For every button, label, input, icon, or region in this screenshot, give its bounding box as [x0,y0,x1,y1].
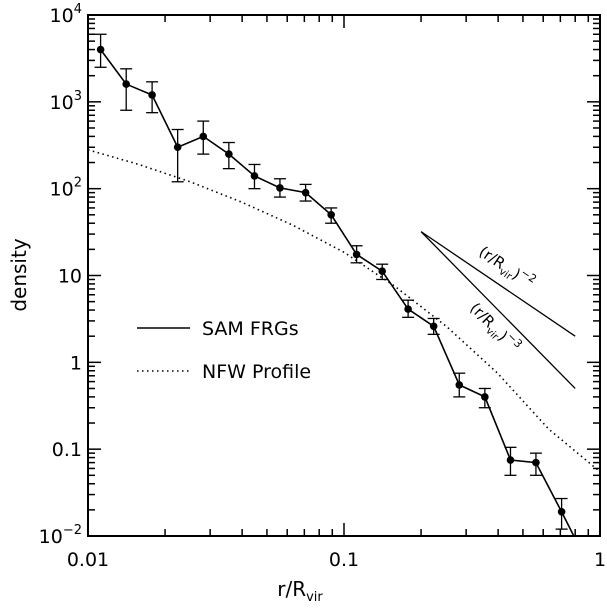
reference-line-slope-3 [420,231,576,389]
y-tick-label-base: 10 [50,179,74,201]
legend-label-nfw: NFW Profile [202,361,311,383]
y-tick-label-base: 10 [39,526,63,548]
data-point [148,91,156,99]
y-tick-label-base: 10 [58,266,82,288]
data-point [532,458,540,467]
y-tick-label-exponent: 4 [74,2,82,17]
data-point [378,267,387,276]
legend-label-sam-frgs: SAM FRGs [202,318,299,340]
data-point [225,150,233,158]
y-tick-label-base: 0.1 [52,439,82,461]
y-tick-label-exponent: −2 [63,523,82,538]
y-tick-label: 0.1 [52,439,82,461]
data-point [481,393,489,401]
data-point [173,143,182,152]
nfw-profile-line [87,149,601,473]
sam-frgs-line [99,49,575,537]
data-point [506,456,515,464]
data-point [352,250,361,259]
y-tick-label: 102 [50,176,82,201]
data-point [429,322,438,331]
y-tick-label-base: 1 [70,352,82,374]
sam-frgs-series [94,33,575,537]
y-tick-label-base: 10 [50,5,74,27]
data-point [404,305,412,313]
y-tick-label: 10 [58,266,82,288]
data-point [199,132,208,141]
axis-ticks [87,14,601,537]
data-point [327,211,335,219]
data-point [250,172,259,180]
y-tick-label-base: 10 [50,92,74,114]
y-tick-label-exponent: 3 [74,89,82,104]
data-point [96,45,105,54]
y-tick-label: 10−2 [39,523,82,548]
x-tick-label: 0.01 [67,549,109,571]
y-tick-label: 104 [50,2,82,27]
data-point [301,188,310,197]
nfw-profile-series [87,149,601,473]
x-axis-label: r/Rvir [277,577,323,605]
y-tick-label: 1 [70,352,82,374]
x-tick-label: 1 [594,549,606,571]
data-point [122,80,131,88]
data-point [276,184,284,192]
y-tick-label: 103 [50,89,82,114]
data-point [557,507,566,516]
x-axis-label-sub: vir [306,590,323,605]
y-tick-label-exponent: 2 [74,176,82,191]
reference-line-slope-2 [420,231,576,337]
x-tick-label: 0.1 [329,549,359,571]
legend: SAM FRGs NFW Profile [137,318,311,383]
data-point [455,381,464,389]
x-axis-label-main: r/R [277,577,306,601]
y-axis-label: density [7,238,31,311]
